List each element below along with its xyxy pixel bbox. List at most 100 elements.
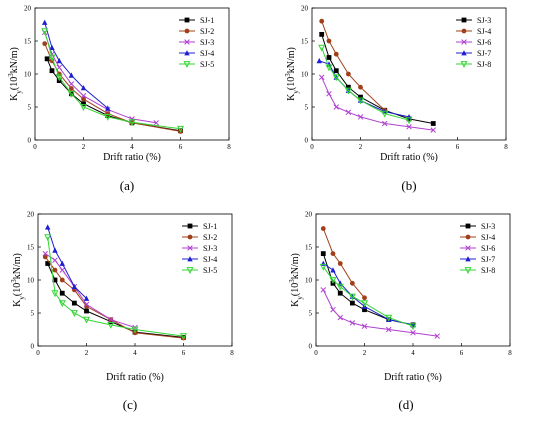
legend-marker — [461, 50, 467, 56]
x-tick-label: 8 — [227, 143, 231, 151]
data-point — [330, 251, 336, 256]
legend-marker — [187, 256, 193, 262]
data-point — [104, 114, 112, 121]
panel-b: 0 2 4 6 8 0 5 10 15 20 Drift ratio (%) Ky(103kN/m) S… — [284, 5, 508, 194]
legend-label: SJ-7 — [481, 255, 495, 264]
data-point — [58, 300, 66, 308]
legend-item: SJ-5 — [179, 60, 214, 69]
data-point — [52, 257, 58, 263]
data-point — [79, 104, 88, 112]
data-point — [318, 74, 325, 81]
y-axis-title: Ky(103kN/m) — [288, 253, 304, 307]
legend-marker — [465, 223, 471, 229]
x-axis-title: Drift ratio (%) — [384, 372, 442, 383]
series-line — [321, 77, 434, 131]
y-tick-label: 20 — [305, 211, 313, 219]
y-tick-label: 15 — [27, 244, 35, 252]
data-point — [42, 250, 49, 257]
data-point — [41, 28, 49, 36]
y-tick-label: 15 — [305, 244, 313, 252]
data-point — [59, 290, 65, 296]
series-sj-5 — [41, 28, 185, 133]
series-line — [319, 60, 410, 118]
data-point — [320, 226, 326, 231]
legend-label: SJ-5 — [200, 60, 214, 69]
panel-c: 0 2 4 6 8 0 5 10 15 20 Drift ratio (%) Ky(103kN/m) S… — [10, 211, 234, 413]
data-point — [83, 301, 90, 308]
y-axis-title: Ky(103kN/m) — [7, 47, 23, 101]
legend-item: SJ-4 — [456, 27, 491, 36]
series-line — [44, 32, 157, 124]
y-tick-label: 10 — [27, 277, 35, 285]
legend-item: SJ-7 — [460, 255, 495, 264]
data-point — [51, 290, 59, 298]
panel-label: (d) — [398, 397, 413, 412]
data-point — [105, 105, 111, 111]
series-sj-6 — [320, 287, 441, 339]
legend-label: SJ-1 — [203, 222, 217, 231]
x-tick-label: 4 — [407, 143, 411, 151]
data-point — [362, 295, 367, 301]
y-tick-label: 0 — [309, 343, 313, 351]
y-tick-label: 10 — [305, 277, 313, 285]
legend-marker — [187, 245, 193, 251]
x-axis-title: Drift ratio (%) — [380, 152, 438, 163]
data-point — [45, 261, 51, 266]
data-point — [52, 247, 58, 253]
legend-item: SJ-2 — [182, 233, 217, 242]
y-tick-label: 20 — [27, 211, 35, 219]
data-point — [349, 280, 355, 286]
legend-label: SJ-3 — [481, 222, 495, 231]
y-tick-label: 0 — [305, 137, 309, 145]
data-point — [406, 124, 412, 130]
data-point — [385, 326, 392, 333]
series-line — [44, 30, 181, 130]
data-point — [48, 54, 56, 62]
legend-marker — [184, 17, 190, 23]
data-point — [107, 316, 114, 323]
data-point — [80, 84, 87, 91]
series-line — [322, 266, 414, 327]
data-point — [345, 84, 351, 90]
data-point — [67, 90, 75, 98]
data-point — [356, 97, 365, 105]
legend-item: SJ-3 — [456, 16, 491, 25]
legend-marker — [186, 267, 194, 275]
legend-marker — [184, 39, 190, 45]
legend-label: SJ-2 — [200, 27, 214, 36]
series-sj-4 — [319, 18, 388, 113]
data-point — [55, 74, 63, 82]
data-point — [56, 64, 63, 71]
panel-label: (b) — [401, 178, 416, 193]
data-point — [80, 93, 87, 99]
y-tick-label: 20 — [301, 5, 309, 13]
data-point — [44, 234, 52, 242]
series-sj-8 — [318, 44, 413, 125]
data-point — [329, 277, 337, 285]
x-axis-title: Drift ratio (%) — [106, 372, 164, 383]
legend-item: SJ-3 — [182, 244, 217, 253]
data-point — [45, 224, 51, 230]
legend-marker — [461, 28, 467, 34]
data-point — [345, 71, 351, 77]
data-point — [349, 320, 356, 326]
data-point — [129, 116, 135, 122]
y-tick-label: 15 — [24, 38, 32, 46]
data-point — [81, 96, 86, 102]
data-point — [59, 267, 66, 273]
series-sj-5 — [44, 234, 188, 341]
legend-label: SJ-2 — [203, 233, 217, 242]
x-tick-label: 0 — [310, 143, 314, 151]
legend-label: SJ-8 — [477, 60, 491, 69]
x-tick-label: 8 — [504, 143, 508, 151]
panel-a: 0 2 4 6 8 0 5 10 15 20 Drift ratio (%) Ky(103kN/m) S… — [7, 5, 231, 194]
data-point — [337, 290, 343, 296]
series-line — [321, 21, 386, 111]
data-point — [42, 254, 48, 260]
legend-label: SJ-8 — [481, 266, 495, 275]
data-point — [337, 261, 343, 266]
legend-item: SJ-4 — [182, 255, 217, 264]
data-point — [68, 81, 75, 87]
data-point — [82, 316, 91, 324]
x-tick-label: 6 — [179, 143, 183, 151]
